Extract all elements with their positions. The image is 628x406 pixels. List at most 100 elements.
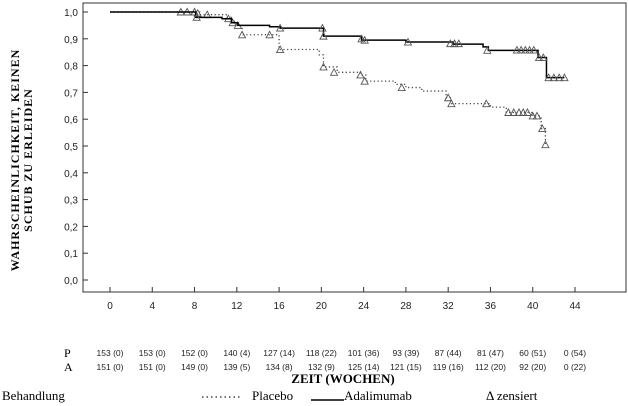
risk-row-label: P [64,346,71,360]
y-tick-label: 0,0 [64,276,78,287]
censor-mark-adalimumab [450,39,459,48]
censor-mark-adalimumab [360,35,369,44]
censor-mark-placebo [265,30,274,39]
censor-mark-adalimumab [534,53,544,62]
censor-mark-placebo [504,108,513,116]
censor-mark-placebo [275,45,285,53]
censor-mark-placebo [360,76,369,85]
censor-mark-adalimumab [544,73,553,82]
y-tick-label: 0,7 [64,88,78,99]
x-tick-label: 16 [274,301,286,312]
censor-mark-adalimumab [539,53,548,62]
risk-cell: 93 (39) [392,348,419,358]
y-tick-label: 0,5 [64,142,78,153]
x-tick-label: 36 [485,301,497,312]
risk-cell: 121 (15) [390,362,422,372]
curve-placebo [110,11,548,146]
legend-censored: Δ zensiert [486,388,538,403]
x-tick-label: 40 [527,301,539,312]
risk-cell: 132 (9) [308,362,335,372]
risk-cell: 125 (14) [348,362,380,372]
censor-mark-adalimumab [403,37,413,46]
risk-cell: 81 (47) [477,348,504,358]
legend-placebo: Placebo [252,388,293,403]
risk-cell: 112 (20) [475,362,506,372]
x-tick-label: 24 [358,301,370,312]
risk-cell: 118 (22) [306,348,337,358]
legend-adalimumab: Adalimumab [344,388,412,403]
risk-cell: 60 (51) [519,348,546,358]
risk-cell: 151 (0) [97,362,124,372]
censor-mark-adalimumab [319,31,328,40]
x-tick-label: 28 [400,301,412,312]
censor-mark-adalimumab [454,39,464,48]
censor-mark-placebo [481,99,491,108]
censor-mark-placebo [528,111,537,120]
y-tick-label: 0,1 [64,249,78,260]
censor-mark-placebo [329,67,339,76]
risk-cell: 152 (0) [181,348,208,358]
y-tick-label: 0,3 [64,196,78,207]
censor-mark-placebo [237,30,247,39]
risk-cell: 139 (5) [223,362,250,372]
risk-cell: 0 (22) [564,362,586,372]
censor-mark-placebo [397,83,406,92]
y-tick-label: 0,4 [64,169,78,180]
x-tick-label: 44 [569,301,581,312]
x-tick-label: 0 [107,301,113,312]
plot-frame [82,2,627,293]
censor-mark-placebo [518,108,528,116]
censor-mark-adalimumab [192,12,201,21]
x-tick-label: 12 [231,301,243,312]
censor-mark-adalimumab [529,45,539,54]
censor-mark-placebo [447,99,456,108]
risk-cell: 0 (54) [564,348,586,358]
y-tick-label: 0,9 [64,35,78,46]
censor-mark-adalimumab [521,45,530,54]
risk-cell: 134 (8) [266,362,293,372]
censor-mark-adalimumab [483,45,492,54]
risk-cell: 87 (44) [435,348,462,358]
y-axis-label-line1: WAHRSCHEINLICHKEIT, KEINEN [8,49,22,272]
censor-mark-adalimumab [512,45,522,54]
risk-cell: 92 (20) [519,362,546,372]
risk-cell: 140 (4) [223,348,250,358]
x-tick-label: 4 [149,301,155,312]
risk-cell: 127 (14) [263,348,295,358]
y-tick-label: 0,8 [64,62,78,73]
y-tick-label: 0,2 [64,222,78,233]
risk-cell: 119 (16) [433,362,464,372]
y-tick-label: 0,6 [64,115,78,126]
risk-cell: 153 (0) [139,348,166,358]
y-axis-label-line2: SCHUB ZU ERLEIDEN [21,88,35,232]
risk-cell: 151 (0) [139,362,166,372]
censor-mark-adalimumab [560,73,569,82]
censor-mark-placebo [319,62,328,71]
censor-mark-placebo [443,93,453,102]
censor-mark-placebo [523,108,532,116]
x-axis-label: ZEIT (WOCHEN) [291,371,394,386]
censor-mark-placebo [541,140,550,149]
x-tick-label: 20 [316,301,328,312]
risk-cell: 153 (0) [97,348,124,358]
censor-mark-adalimumab [549,73,559,82]
risk-cell: 149 (0) [181,362,208,372]
censor-mark-adalimumab [516,45,526,54]
censor-mark-placebo [356,70,365,79]
censor-mark-placebo [514,108,524,116]
censor-mark-placebo [532,111,542,120]
risk-row-label: A [64,360,73,374]
censor-mark-placebo [537,124,547,133]
y-tick-label: 1,0 [64,8,78,19]
x-tick-label: 8 [192,301,198,312]
censor-mark-adalimumab [275,23,285,32]
censor-mark-adalimumab [554,73,564,82]
curve-adalimumab [110,11,565,79]
x-tick-label: 32 [443,301,455,312]
legend-title: Behandlung [2,388,65,403]
censor-mark-placebo [509,108,518,116]
censor-mark-adalimumab [446,39,455,48]
censor-mark-adalimumab [318,23,327,32]
